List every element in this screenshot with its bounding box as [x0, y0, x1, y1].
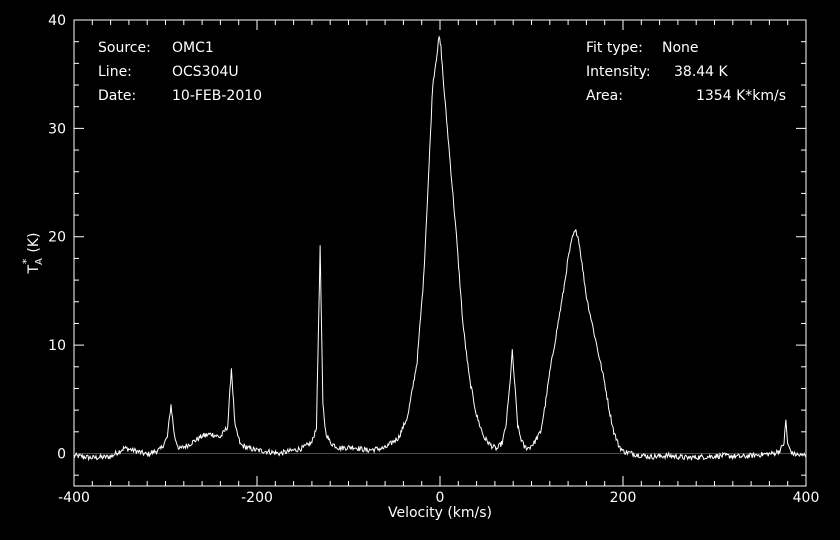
x-tick-label: -200	[241, 490, 273, 506]
x-tick-label: 200	[610, 490, 637, 506]
fit-type-label: Fit type:	[586, 40, 643, 56]
y-axis-label-sup: *	[20, 258, 33, 264]
axis-tick-labels: -400 -200 0 200 400 0 10 20 30 40	[48, 13, 819, 506]
intensity-label: Intensity:	[586, 64, 651, 80]
y-tick-label: 10	[48, 338, 66, 354]
y-axis-label-sub: A	[34, 258, 45, 265]
y-tick-label: 0	[57, 446, 66, 462]
area-value: 1354 K*km/s	[696, 88, 786, 104]
x-tick-label: -400	[58, 490, 90, 506]
axis-ticks	[73, 19, 807, 486]
line-label: Line:	[98, 64, 132, 80]
x-tick-label: 0	[436, 490, 445, 506]
spectrum-series-line	[73, 35, 807, 462]
date-value: 10-FEB-2010	[172, 88, 262, 104]
fit-type-value: None	[662, 40, 699, 56]
date-label: Date:	[98, 88, 136, 104]
y-axis-label-unit: (K)	[26, 232, 42, 252]
area-label: Area:	[586, 88, 623, 104]
y-tick-label: 20	[48, 230, 66, 246]
line-value: OCS304U	[172, 64, 239, 80]
y-tick-label: 40	[48, 13, 66, 29]
y-tick-label: 30	[48, 121, 66, 137]
source-value: OMC1	[172, 40, 214, 56]
intensity-value: 38.44 K	[674, 64, 729, 80]
x-tick-label: 400	[793, 490, 820, 506]
y-axis-label: TA* (K)	[20, 232, 45, 274]
svg-text:TA*(K): TA* (K)	[20, 232, 45, 274]
x-axis-label: Velocity (km/s)	[388, 505, 492, 521]
y-axis-label-main: T	[26, 265, 42, 275]
source-label: Source:	[98, 40, 151, 56]
